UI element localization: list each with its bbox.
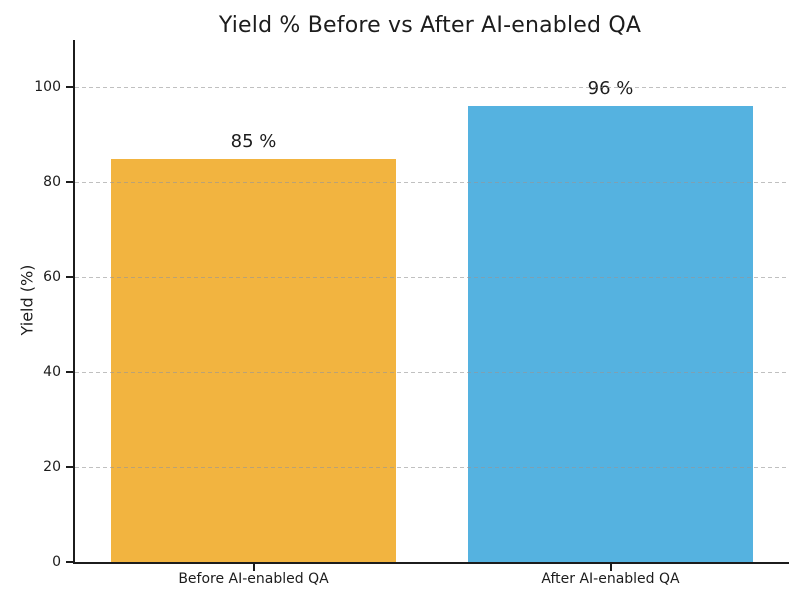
- y-tick-label: 100: [34, 79, 61, 96]
- y-tick-label: 20: [43, 459, 61, 476]
- x-tick-mark: [252, 563, 255, 571]
- y-gridline: [75, 467, 789, 469]
- bar-after: [468, 106, 753, 562]
- bar-before: [111, 158, 396, 562]
- y-tick-label: 60: [43, 269, 61, 286]
- bar-value-label: 96 %: [587, 78, 634, 100]
- x-tick-mark: [609, 563, 612, 571]
- y-tick-label: 80: [43, 174, 61, 191]
- x-tick-label: After AI-enabled QA: [541, 571, 680, 587]
- y-gridline: [75, 182, 789, 184]
- bar-value-label: 85 %: [230, 130, 277, 152]
- y-tick-mark: [66, 276, 74, 279]
- y-axis-label: Yield (%): [17, 264, 37, 336]
- y-tick-label: 40: [43, 364, 61, 381]
- y-gridline: [75, 372, 789, 374]
- y-tick-mark: [66, 561, 74, 563]
- y-gridline: [75, 87, 789, 89]
- y-tick-mark: [66, 371, 74, 374]
- y-tick-mark: [66, 86, 74, 89]
- y-tick-mark: [66, 466, 74, 469]
- y-tick-label: 0: [52, 554, 61, 570]
- x-tick-label: Before AI-enabled QA: [178, 571, 329, 587]
- y-tick-mark: [66, 181, 74, 184]
- y-gridline: [75, 277, 789, 279]
- plot-area: 85 % 96 % 0 20 40 60 80 100 Before AI-enabled Q…: [34, 40, 789, 587]
- chart-title: Yield % Before vs After AI-enabled QA: [218, 13, 642, 38]
